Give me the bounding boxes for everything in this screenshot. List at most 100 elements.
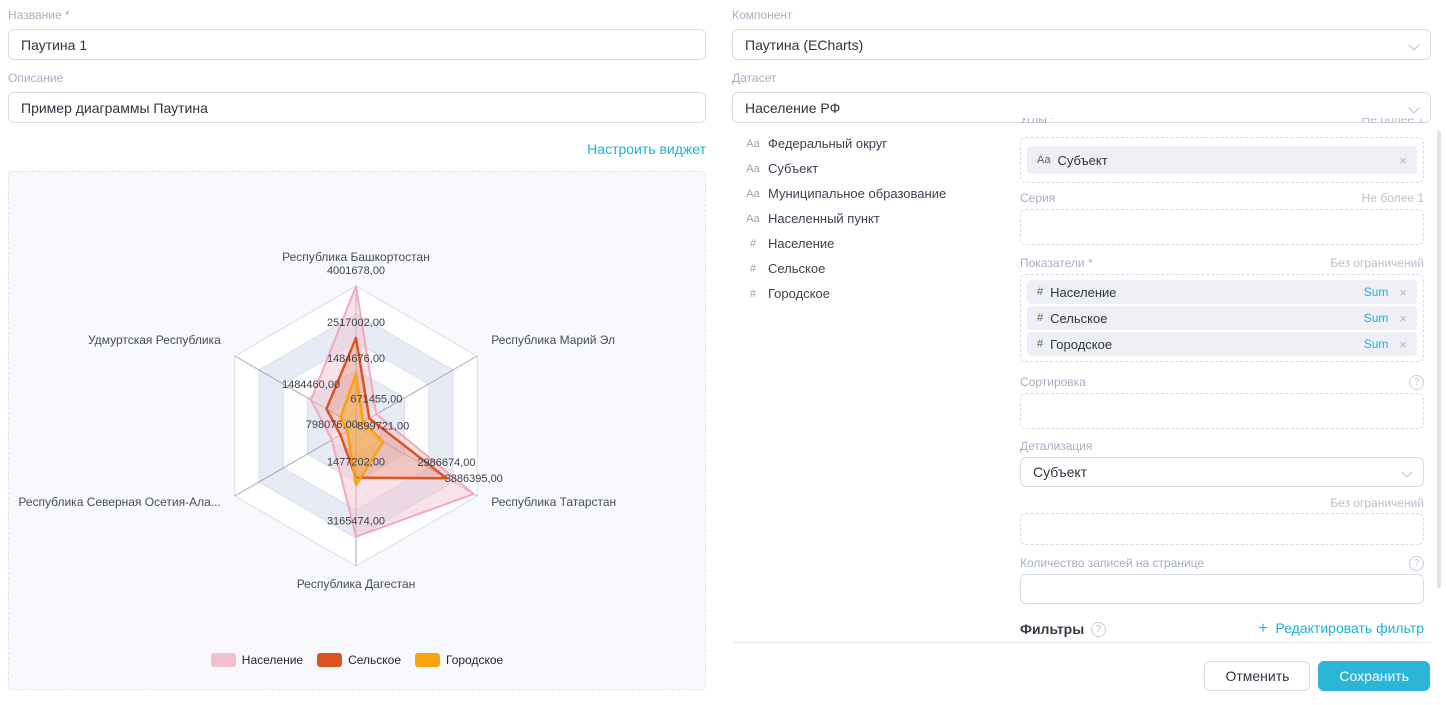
footer-divider (732, 642, 1431, 643)
name-label: Название * (8, 8, 70, 22)
detail-select[interactable]: Субъект (1020, 457, 1424, 487)
field-chip[interactable]: Aa Субъект × (1027, 146, 1417, 174)
series-section-header: Серия Не более 1 (1020, 190, 1424, 206)
binding-config-panel: Углы * Не более 1 Aa Субъект × Серия Не бо… (1020, 118, 1424, 643)
field-item-label: Население (768, 236, 835, 251)
filters-label-text: Фильтры (1020, 621, 1085, 637)
page-size-input[interactable] (1020, 574, 1424, 604)
chip-label: Субъект (1057, 152, 1108, 168)
close-icon[interactable]: × (1399, 336, 1407, 352)
data-label: 2986674,00 (417, 457, 475, 469)
data-label: 1484460,00 (282, 379, 340, 391)
chevron-down-icon (1410, 104, 1418, 112)
field-type-icon: # (749, 287, 757, 300)
sorting-dropzone[interactable] (1020, 393, 1424, 429)
aggregation-badge[interactable]: Sum (1363, 337, 1389, 351)
sorting-label: Сортировка (1020, 375, 1086, 389)
angles-section-header: Углы * Не более 1 (1020, 118, 1424, 127)
indicators-label: Показатели * (1020, 256, 1093, 270)
limit-section-header: Без ограничений (1020, 495, 1424, 511)
field-type-icon: Aa (1037, 154, 1051, 166)
aggregation-badge[interactable]: Sum (1363, 285, 1389, 299)
close-icon[interactable]: × (1399, 152, 1407, 168)
field-item[interactable]: Aa Муниципальное образование (745, 181, 1010, 206)
field-chip[interactable]: # Население Sum × (1027, 280, 1417, 304)
chevron-down-icon (1403, 468, 1411, 476)
data-label: 671455,00 (350, 393, 402, 405)
chip-label: Сельское (1050, 310, 1108, 326)
legend-item[interactable]: Население (210, 653, 304, 667)
dataset-select[interactable]: Население РФ (732, 92, 1431, 123)
field-type-icon: Aa (746, 187, 760, 200)
field-item-label: Городское (768, 286, 830, 301)
field-item-label: Сельское (768, 261, 826, 276)
description-input[interactable] (8, 92, 706, 123)
help-icon[interactable]: ? (1409, 555, 1424, 571)
close-icon[interactable]: × (1399, 310, 1407, 326)
field-item[interactable]: Aa Федеральный округ (745, 131, 1010, 156)
data-label: 899721,00 (357, 421, 409, 433)
name-input[interactable] (8, 29, 706, 60)
angles-label: Углы * (1020, 118, 1055, 126)
cancel-button[interactable]: Отменить (1204, 661, 1311, 691)
field-type-icon: # (749, 262, 757, 275)
indicators-dropzone[interactable]: # Население Sum × # Сельское Sum × # Городское Sum… (1020, 274, 1424, 362)
edit-filter-link[interactable]: + Редактировать фильтр (1258, 620, 1424, 638)
field-item[interactable]: # Население (745, 231, 1010, 256)
field-item-label: Муниципальное образование (768, 186, 947, 201)
data-label: 2517002,00 (327, 317, 385, 329)
field-type-icon: Aa (746, 162, 760, 175)
chip-label: Население (1050, 284, 1117, 300)
save-button[interactable]: Сохранить (1318, 661, 1430, 691)
dataset-label: Датасет (732, 71, 777, 85)
help-icon[interactable]: ? (1409, 374, 1424, 390)
help-icon[interactable]: ? (1091, 621, 1107, 637)
field-item-label: Федеральный округ (768, 136, 888, 151)
legend-swatch (317, 653, 343, 667)
legend-label: Городское (446, 653, 504, 667)
indicators-section-header: Показатели * Без ограничений (1020, 255, 1424, 271)
field-item[interactable]: # Сельское (745, 256, 1010, 281)
field-item[interactable]: # Городское (745, 281, 1010, 306)
scrollbar[interactable] (1437, 130, 1441, 588)
axis-name-label: Республика Марий Эл (491, 333, 615, 347)
chart-preview-panel: 4001678,00 671455,00 3886395,00 3165474,00 7… (8, 171, 706, 690)
angles-dropzone[interactable]: Aa Субъект × (1020, 137, 1424, 183)
field-type-icon: # (1037, 338, 1044, 350)
series-label: Серия (1020, 191, 1056, 205)
field-item[interactable]: Aa Субъект (745, 156, 1010, 181)
legend-label: Население (241, 653, 304, 667)
series-dropzone[interactable] (1020, 209, 1424, 245)
field-type-icon: # (749, 237, 757, 250)
data-label: 3886395,00 (445, 473, 503, 485)
axis-name-label: Республика Татарстан (491, 495, 616, 509)
filters-label: Фильтры ? (1020, 621, 1107, 637)
limit-dropzone[interactable] (1020, 513, 1424, 545)
legend-swatch (210, 653, 236, 667)
sorting-section-header: Сортировка ? (1020, 374, 1424, 390)
field-chip[interactable]: # Сельское Sum × (1027, 306, 1417, 330)
dataset-fields-list: Aa Федеральный округ Aa Субъект Aa Муниципаль… (745, 131, 1010, 306)
component-value: Паутина (ECharts) (745, 36, 864, 53)
field-chip[interactable]: # Городское Sum × (1027, 332, 1417, 356)
field-type-icon: Aa (746, 212, 760, 225)
aggregation-badge[interactable]: Sum (1363, 311, 1389, 325)
data-label: 1484676,00 (327, 353, 385, 365)
component-select[interactable]: Паутина (ECharts) (732, 29, 1431, 60)
legend-swatch (415, 653, 441, 667)
data-label: 3165474,00 (327, 516, 385, 528)
field-item[interactable]: Aa Населенный пункт (745, 206, 1010, 231)
data-label: 798076,00 (306, 419, 358, 431)
description-label: Описание (8, 71, 64, 85)
configure-widget-link[interactable]: Настроить виджет (587, 141, 706, 157)
radar-chart: 4001678,00 671455,00 3886395,00 3165474,00 7… (18, 250, 616, 591)
plus-icon: + (1258, 620, 1268, 637)
field-item-label: Населенный пункт (768, 211, 880, 226)
field-type-icon: Aa (746, 137, 760, 150)
dataset-value: Население РФ (745, 99, 841, 116)
edit-filter-link-text: Редактировать фильтр (1275, 620, 1424, 636)
legend-item[interactable]: Городское (415, 653, 503, 667)
close-icon[interactable]: × (1399, 284, 1407, 300)
legend-item[interactable]: Сельское (317, 653, 401, 667)
